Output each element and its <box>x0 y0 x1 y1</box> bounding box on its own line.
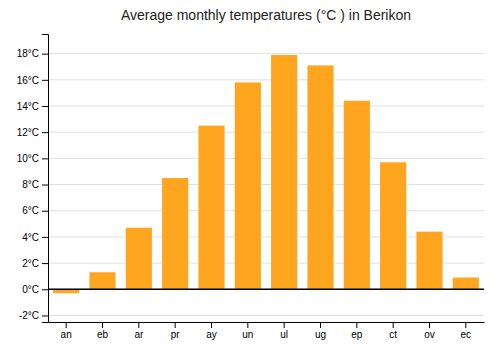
y-tick-mark <box>42 80 48 81</box>
y-tick-mark <box>42 158 48 159</box>
y-tick-label: 0°C <box>22 284 39 295</box>
y-tick: 16°C <box>17 75 48 86</box>
y-tick-label: 8°C <box>22 179 39 190</box>
title: Average monthly temperatures (°C ) in Be… <box>121 7 411 23</box>
x-tick: un <box>242 322 253 340</box>
y-tick: 4°C <box>22 232 48 243</box>
x-tick-mark <box>320 322 321 328</box>
bar <box>198 126 224 290</box>
y-axis-line <box>42 35 49 323</box>
x-tick: eb <box>97 322 109 340</box>
x-tick-label: ec <box>461 329 472 340</box>
y-tick-mark <box>42 211 48 212</box>
y-tick: 14°C <box>17 101 48 112</box>
y-tick: -2°C <box>19 310 48 321</box>
x-tick-mark <box>247 322 248 328</box>
bar <box>344 101 370 290</box>
y-tick-mark <box>42 132 48 133</box>
x-tick-mark <box>465 322 466 328</box>
zero-line <box>48 289 484 291</box>
x-tick-label: an <box>61 329 72 340</box>
x-tick: ct <box>389 322 397 340</box>
y-tick-label: 12°C <box>17 127 39 138</box>
bar <box>235 82 261 289</box>
grid-line <box>48 158 484 159</box>
grid-line <box>48 53 484 54</box>
x-tick-label: un <box>242 329 253 340</box>
x-tick-label: eb <box>97 329 109 340</box>
y-tick: 10°C <box>17 153 48 164</box>
y-tick-label: 16°C <box>17 75 39 86</box>
x-tick-label: ct <box>389 329 397 340</box>
x-tick-label: ep <box>351 329 363 340</box>
bar <box>271 55 297 289</box>
y-tick: 0°C <box>22 284 48 295</box>
x-tick: ec <box>461 322 472 340</box>
x-tick: ep <box>351 322 363 340</box>
x-axis: an eb ar pr ay un ul ug ep ct ov ec <box>49 322 485 340</box>
x-tick-mark <box>211 322 212 328</box>
y-tick: 6°C <box>22 205 48 216</box>
y-tick-mark <box>42 289 48 290</box>
y-tick: 12°C <box>17 127 48 138</box>
y-tick-label: 6°C <box>22 205 39 216</box>
grid-line <box>48 289 484 290</box>
grid <box>48 54 484 316</box>
bar <box>380 162 406 289</box>
x-tick-mark <box>356 322 357 328</box>
x-tick-label: pr <box>171 329 181 340</box>
bar <box>416 232 442 290</box>
y-tick-mark <box>42 315 48 316</box>
x-tick: ul <box>280 322 288 340</box>
x-tick: ar <box>134 322 144 340</box>
x-tick-label: ug <box>315 329 326 340</box>
x-axis-line <box>49 322 485 323</box>
y-tick-label: 14°C <box>17 101 39 112</box>
y-tick-label: 2°C <box>22 258 39 269</box>
y-axis: -2°C 0°C 2°C 4°C 6°C 8°C 10°C 12°C 14°C 16°C 18°C <box>17 35 49 323</box>
x-tick-label: ar <box>134 329 144 340</box>
grid-line <box>48 106 484 107</box>
grid-line <box>48 79 484 80</box>
y-tick: 8°C <box>22 179 48 190</box>
y-tick: 2°C <box>22 258 48 269</box>
bar <box>162 178 188 289</box>
x-tick: ov <box>424 322 435 340</box>
grid-line <box>48 315 484 316</box>
y-tick-label: 4°C <box>22 232 39 243</box>
x-tick-mark <box>102 322 103 328</box>
x-tick-mark <box>284 322 285 328</box>
grid-line <box>48 210 484 211</box>
bar <box>307 65 333 289</box>
plot-area: -2°C 0°C 2°C 4°C 6°C 8°C 10°C 12°C 14°C 16°C 18°C a… <box>17 35 485 341</box>
y-tick-mark <box>42 185 48 186</box>
grid-line <box>48 184 484 185</box>
grid-line <box>48 132 484 133</box>
x-tick-mark <box>429 322 430 328</box>
bar <box>126 228 152 290</box>
x-tick-mark <box>138 322 139 328</box>
x-tick-mark <box>175 322 176 328</box>
x-tick-label: ay <box>206 329 217 340</box>
y-tick-label: 18°C <box>17 48 39 59</box>
chart: -2°C 0°C 2°C 4°C 6°C 8°C 10°C 12°C 14°C 16°C 18°C a… <box>0 0 500 350</box>
x-tick-label: ul <box>280 329 288 340</box>
y-tick-mark <box>42 237 48 238</box>
bar <box>453 277 479 289</box>
y-tick-label: 10°C <box>17 153 39 164</box>
x-tick: an <box>61 322 72 340</box>
x-tick-mark <box>66 322 67 328</box>
x-tick-label: ov <box>424 329 435 340</box>
x-tick-mark <box>393 322 394 328</box>
y-tick-label: -2°C <box>19 310 39 321</box>
y-tick-mark <box>42 54 48 55</box>
x-tick: ay <box>206 322 217 340</box>
y-tick-mark <box>42 106 48 107</box>
x-tick: pr <box>171 322 181 340</box>
x-tick: ug <box>315 322 326 340</box>
y-tick-mark <box>42 263 48 264</box>
y-tick: 18°C <box>17 48 48 59</box>
bars <box>53 55 479 293</box>
bar <box>89 272 115 289</box>
